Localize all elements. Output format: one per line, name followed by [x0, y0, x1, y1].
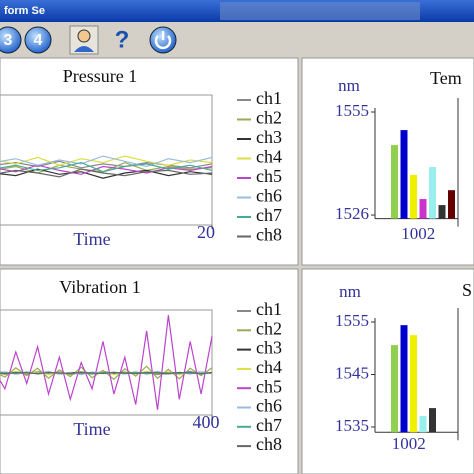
legend-label: ch4	[256, 357, 282, 377]
bar	[391, 145, 398, 219]
chart-title: Tem	[430, 68, 462, 88]
toolbar-button[interactable]	[149, 26, 177, 54]
toolbar-button[interactable]: 3	[0, 26, 22, 54]
legend-label: ch2	[256, 318, 282, 338]
chart-title: Vibration 1	[59, 277, 140, 297]
series-line	[0, 168, 213, 179]
legend-label: ch8	[256, 434, 282, 454]
user-icon-body	[74, 46, 94, 52]
legend-label: ch7	[256, 205, 282, 225]
legend-label: ch5	[256, 166, 282, 186]
y-tick-label: 1535	[335, 416, 369, 435]
chart-title: S	[462, 280, 472, 300]
legend-label: ch3	[256, 127, 282, 147]
legend-label: ch5	[256, 376, 282, 396]
toolbar-button[interactable]: ?	[115, 26, 130, 53]
legend-label: ch1	[256, 88, 282, 108]
panel	[301, 57, 474, 266]
bar	[391, 345, 398, 433]
button-label: 4	[34, 32, 43, 49]
bar	[410, 335, 417, 433]
toolbar-button[interactable]: 4	[24, 26, 52, 54]
bar	[438, 205, 446, 219]
y-axis-label: nm	[339, 282, 361, 301]
series-line	[0, 371, 213, 375]
button-icon	[0, 26, 22, 54]
chart-title: Pressure 1	[63, 66, 138, 86]
series-line	[0, 161, 213, 173]
x-tick-label: 1002	[392, 434, 426, 453]
x-tick-label: 400	[193, 412, 220, 432]
user-icon	[77, 29, 91, 43]
x-tick-label: 1002	[401, 224, 435, 243]
series-line	[0, 155, 213, 168]
legend-label: ch6	[256, 186, 282, 206]
y-tick-label: 1526	[335, 204, 369, 223]
button-icon	[24, 26, 52, 54]
panel	[301, 268, 474, 474]
bar	[429, 167, 436, 219]
bar	[419, 415, 427, 433]
x-tick-label: 20	[197, 222, 215, 242]
button-label: ?	[115, 26, 130, 53]
series-line	[0, 160, 213, 169]
bar	[419, 199, 427, 219]
y-tick-label: 1545	[335, 363, 369, 382]
y-tick-label: 1555	[335, 101, 369, 120]
legend-label: ch8	[256, 225, 282, 245]
toolbar-button[interactable]	[69, 25, 99, 55]
legend-label: ch7	[256, 415, 282, 435]
plot-area	[0, 94, 213, 226]
bar	[448, 190, 455, 219]
legend-label: ch3	[256, 338, 282, 358]
series-line	[0, 155, 213, 166]
bar	[429, 408, 436, 433]
legend-label: ch1	[256, 299, 282, 319]
series-line	[0, 168, 213, 178]
legend-label: ch6	[256, 396, 282, 416]
power-symbol	[154, 35, 172, 50]
plot-area	[0, 309, 213, 416]
button-label: 3	[4, 32, 13, 49]
window-title: form Se	[4, 5, 45, 17]
series-line	[0, 315, 213, 410]
taskbar-overlay	[220, 2, 420, 20]
y-axis-label: nm	[338, 76, 360, 95]
bar	[400, 325, 408, 433]
bar	[410, 174, 417, 219]
x-axis-label: Time	[73, 229, 110, 249]
legend-label: ch2	[256, 108, 282, 128]
x-axis-label: Time	[73, 419, 110, 439]
bar	[400, 130, 408, 219]
y-tick-label: 1555	[335, 311, 369, 330]
legend-label: ch4	[256, 147, 282, 167]
series-line	[0, 164, 213, 175]
